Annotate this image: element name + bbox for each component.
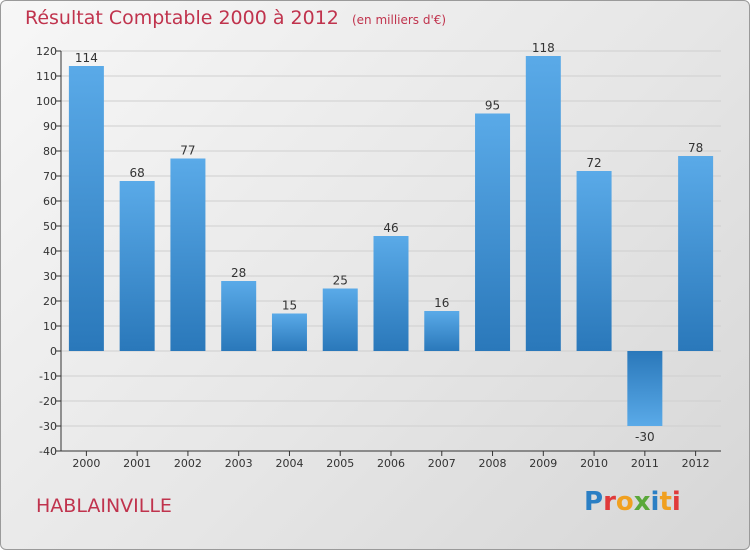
bar — [627, 351, 663, 426]
y-tick-label: 90 — [43, 120, 57, 133]
bar — [373, 236, 409, 351]
x-tick-label: 2007 — [428, 457, 456, 470]
data-label: 25 — [333, 274, 348, 288]
logo-letter: r — [603, 487, 616, 517]
x-tick-label: 2000 — [72, 457, 100, 470]
y-tick-label: -40 — [39, 445, 57, 458]
bar — [68, 66, 104, 351]
bar — [221, 281, 257, 351]
x-tick-label: 2004 — [275, 457, 303, 470]
y-tick-label: 100 — [36, 95, 57, 108]
y-tick-label: 110 — [36, 70, 57, 83]
proxiti-logo: Proxiti — [584, 487, 681, 517]
logo-letter: o — [615, 487, 634, 517]
x-tick-label: 2005 — [326, 457, 354, 470]
logo-letter: i — [671, 487, 681, 517]
y-tick-label: 10 — [43, 320, 57, 333]
y-tick-label: -20 — [39, 395, 57, 408]
data-label: -30 — [635, 430, 655, 444]
y-tick-label: -10 — [39, 370, 57, 383]
y-tick-label: 80 — [43, 145, 57, 158]
data-label: 16 — [434, 296, 449, 310]
y-tick-label: 120 — [36, 45, 57, 58]
y-tick-label: -30 — [39, 420, 57, 433]
logo-letter: x — [633, 487, 651, 517]
bar — [119, 181, 155, 351]
x-tick-label: 2006 — [377, 457, 405, 470]
bar — [525, 56, 561, 351]
data-label: 114 — [75, 51, 98, 65]
data-label: 95 — [485, 99, 500, 113]
y-tick-label: 50 — [43, 220, 57, 233]
bar — [271, 313, 307, 351]
logo-letter: P — [584, 487, 604, 517]
data-label: 46 — [383, 221, 398, 235]
y-tick-label: 40 — [43, 245, 57, 258]
data-label: 78 — [688, 141, 703, 155]
bar — [424, 311, 460, 351]
logo-letter: i — [650, 487, 660, 517]
bar — [475, 113, 511, 351]
commune-name: HABLAINVILLE — [36, 495, 172, 517]
x-tick-label: 2009 — [529, 457, 557, 470]
x-tick-label: 2003 — [225, 457, 253, 470]
bar — [576, 171, 612, 351]
x-tick-label: 2001 — [123, 457, 151, 470]
bar — [678, 156, 714, 351]
x-tick-label: 2010 — [580, 457, 608, 470]
data-label: 77 — [180, 144, 195, 158]
data-label: 28 — [231, 266, 246, 280]
y-tick-label: 20 — [43, 295, 57, 308]
bar — [170, 158, 206, 351]
y-tick-label: 60 — [43, 195, 57, 208]
y-tick-label: 70 — [43, 170, 57, 183]
data-label: 68 — [130, 166, 145, 180]
x-tick-label: 2008 — [479, 457, 507, 470]
x-tick-label: 2002 — [174, 457, 202, 470]
chart-title: Résultat Comptable 2000 à 2012 — [25, 7, 339, 29]
data-label: 72 — [586, 156, 601, 170]
y-tick-label: 0 — [50, 345, 57, 358]
y-tick-label: 30 — [43, 270, 57, 283]
x-tick-label: 2012 — [682, 457, 710, 470]
bar — [322, 288, 358, 351]
x-tick-label: 2011 — [631, 457, 659, 470]
logo-letter: t — [659, 487, 672, 517]
data-label: 15 — [282, 299, 297, 313]
chart-title-block: Résultat Comptable 2000 à 2012 (en milli… — [25, 7, 446, 29]
data-label: 118 — [532, 41, 555, 55]
chart-subtitle: (en milliers d'€) — [351, 13, 447, 27]
